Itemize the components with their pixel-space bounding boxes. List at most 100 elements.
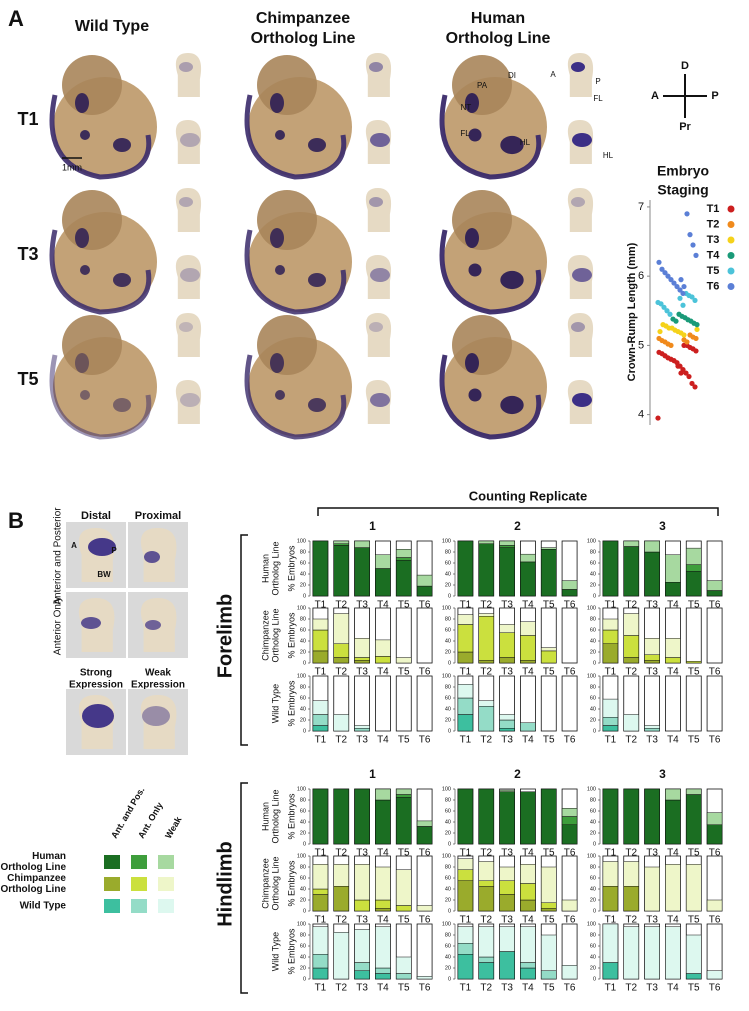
x-tick-label: T2	[625, 600, 637, 611]
bar-outline	[540, 675, 557, 732]
bar-segment	[623, 540, 639, 547]
expression-spot	[369, 197, 383, 207]
expression-spot	[113, 398, 131, 412]
bar-segment	[686, 794, 702, 845]
y-tick-label: 60	[300, 875, 306, 881]
bar-segment	[644, 660, 660, 664]
limb-image	[365, 255, 392, 299]
line-label: Ortholog Line	[270, 608, 280, 662]
bar-segment	[312, 888, 329, 895]
x-tick-label: T4	[667, 983, 679, 994]
x-tick-label: T6	[419, 600, 431, 611]
limb-shape	[140, 695, 177, 749]
bar-segment	[478, 700, 494, 707]
bar-segment	[457, 614, 474, 625]
legend-label: T2	[707, 218, 720, 230]
y-tick-label: 40	[445, 886, 451, 892]
legend-swatch	[104, 899, 120, 913]
x-tick-label: T1	[460, 983, 472, 994]
expression-spot	[144, 551, 160, 563]
x-tick-label: T2	[625, 915, 637, 926]
x-tick-label: T1	[605, 600, 617, 611]
x-tick-label: T2	[335, 848, 347, 859]
bar-outline	[561, 607, 578, 664]
y-tick-label: 0	[593, 728, 596, 734]
y-tick-label: 40	[300, 571, 306, 577]
x-tick-label: T1	[605, 735, 617, 746]
expression-spot	[500, 135, 524, 155]
line-label: Wild Type	[270, 684, 280, 723]
y-tick-label: 80	[300, 797, 306, 803]
data-point	[692, 384, 698, 390]
expression-spot	[88, 538, 116, 556]
limb-shape	[365, 53, 392, 97]
expression-spot	[572, 393, 592, 407]
y-tick-label: 0	[448, 908, 451, 914]
column-header: Human	[471, 10, 525, 27]
bar-outline	[395, 675, 412, 732]
x-tick-label: T2	[335, 735, 347, 746]
limb-image	[128, 592, 188, 658]
expression-spot	[275, 265, 285, 275]
annotation: HL	[520, 138, 531, 147]
bar-segment	[312, 725, 329, 732]
bar-segment	[396, 557, 412, 561]
bar-segment	[457, 926, 474, 944]
bar-segment	[478, 660, 494, 664]
bar-segment	[416, 820, 433, 827]
limb-shape	[175, 53, 202, 97]
legend-row-label: Chimpanzee	[7, 873, 66, 884]
data-point	[693, 252, 699, 258]
x-tick-label: T6	[419, 667, 431, 678]
data-point	[656, 349, 662, 355]
y-tick-label: 0	[303, 728, 306, 734]
x-tick-label: T5	[398, 600, 410, 611]
x-tick-label: T4	[667, 735, 679, 746]
y-tick-label: 100	[587, 921, 596, 927]
y-tick-label: 0	[448, 976, 451, 982]
x-tick-label: T1	[460, 848, 472, 859]
data-point	[681, 342, 687, 348]
bar-segment	[375, 639, 391, 657]
limb-shape	[567, 53, 594, 97]
y-tick-label: 20	[590, 717, 596, 723]
bar-segment	[520, 553, 536, 563]
expression-spot	[370, 133, 390, 147]
bar-segment	[457, 540, 474, 597]
y-tick-label: 40	[445, 706, 451, 712]
x-tick-label: T1	[460, 600, 472, 611]
y-tick-label: 80	[445, 684, 451, 690]
y-tick-label: 80	[445, 932, 451, 938]
bar-segment	[499, 894, 515, 912]
bar-segment	[644, 638, 660, 655]
y-tick-label: 0	[303, 593, 306, 599]
bar-segment	[375, 799, 391, 845]
embryo-head	[62, 55, 122, 115]
y-tick-label: 60	[445, 560, 451, 566]
x-tick-label: T4	[667, 848, 679, 859]
limb-image	[365, 380, 392, 424]
data-point	[660, 322, 666, 328]
y-tick-label: 0	[593, 841, 596, 847]
x-tick-label: T6	[709, 915, 721, 926]
data-point	[687, 332, 693, 338]
embryo-head	[257, 55, 317, 115]
bar-segment	[396, 560, 412, 597]
bar-segment	[602, 717, 619, 726]
bar-segment	[375, 967, 391, 974]
legend-marker	[727, 205, 735, 213]
bar-segment	[396, 794, 412, 798]
expression-spot	[75, 353, 89, 373]
bar-segment	[520, 791, 536, 845]
data-point	[687, 232, 693, 238]
bar-segment	[375, 866, 391, 901]
limb-shape	[175, 188, 202, 232]
bar-outline	[685, 675, 702, 732]
x-tick-label: T5	[398, 983, 410, 994]
limb-shape	[175, 313, 202, 357]
bar-segment	[478, 926, 494, 958]
x-tick-label: T5	[688, 667, 700, 678]
y-tick-label: 20	[445, 897, 451, 903]
bar-segment	[499, 632, 515, 658]
y-tick-label: 0	[593, 976, 596, 982]
